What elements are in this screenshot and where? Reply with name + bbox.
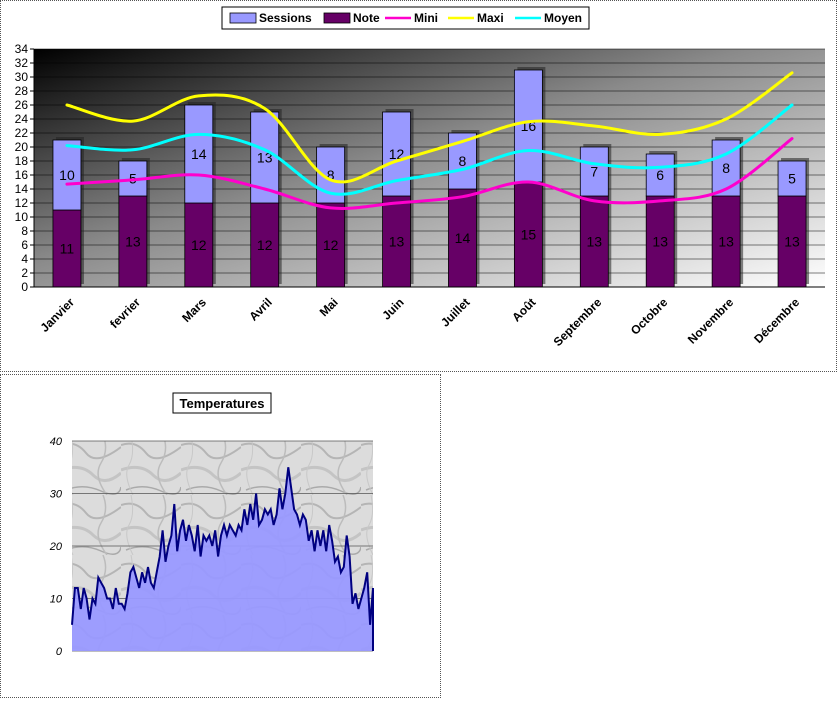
x-tick-label: Mai <box>317 295 341 319</box>
bar-note-label: 12 <box>191 237 207 253</box>
x-tick-label: fevrier <box>107 295 143 331</box>
bar-sessions-label: 14 <box>191 146 207 162</box>
y-tick-label: 30 <box>50 489 63 501</box>
temperature-chart-svg: Temperatures 0 10 20 30 40 <box>49 392 374 658</box>
chart-title-text: Temperatures <box>179 396 264 411</box>
bar-note <box>184 202 214 288</box>
x-tick-label: Novembre <box>685 295 737 347</box>
y-tick-label: 22 <box>15 126 29 140</box>
bar-note <box>513 181 543 288</box>
legend: Sessions Note Mini Maxi Moyen <box>221 6 590 30</box>
bar-note <box>316 202 346 288</box>
y-tick-label: 40 <box>50 436 63 448</box>
bar-sessions-label: 6 <box>656 167 664 183</box>
bar-sessions <box>513 69 543 183</box>
bar-note-label: 13 <box>652 234 668 250</box>
y-tick-label: 4 <box>21 252 28 266</box>
temperature-area <box>72 467 373 651</box>
bar-sessions-label: 5 <box>788 171 796 187</box>
chart-title: Temperatures <box>172 392 272 414</box>
y-tick-label: 28 <box>15 84 29 98</box>
legend-label: Maxi <box>477 11 504 25</box>
bar-sessions <box>645 153 675 197</box>
y-tick-label: 6 <box>21 238 28 252</box>
y-tick-label: 0 <box>21 280 28 294</box>
y-tick-label: 26 <box>15 98 29 112</box>
plot-background <box>34 49 825 287</box>
monthly-chart: 11 10 13 5 12 14 12 13 12 8 13 12 14 8 15 16 13 7 13 6 13 8 13… <box>0 0 837 372</box>
line-mini <box>65 137 794 210</box>
line-maxi <box>65 71 794 184</box>
legend-label: Mini <box>414 11 438 25</box>
bar-note-label: 12 <box>323 237 339 253</box>
y-tick-label: 0 <box>56 646 63 658</box>
bar-sessions-label: 8 <box>327 167 335 183</box>
bar-sessions-label: 8 <box>722 160 730 176</box>
bar-sessions <box>184 104 214 204</box>
legend-label: Note <box>353 11 380 25</box>
x-tick-label: Janvier <box>37 295 77 335</box>
bar-note-label: 12 <box>257 237 273 253</box>
line-moyen <box>65 103 794 196</box>
x-tick-label: Août <box>509 295 538 324</box>
x-tick-label: Mars <box>179 295 209 325</box>
temperature-line <box>71 467 374 625</box>
y-tick-label: 34 <box>15 42 29 56</box>
bar-note <box>645 195 675 288</box>
x-tick-label: Octobre <box>628 295 671 338</box>
y-tick-label: 10 <box>15 210 29 224</box>
bar-sessions-label: 12 <box>389 146 405 162</box>
y-tick-label: 2 <box>21 266 28 280</box>
bar-note-label: 13 <box>718 234 734 250</box>
legend-swatch <box>323 12 351 24</box>
y-tick-label: 14 <box>15 182 29 196</box>
temperature-chart: Temperatures 0 10 20 30 40 <box>0 374 441 698</box>
y-tick-label: 24 <box>15 112 29 126</box>
x-tick-label: Juillet <box>438 295 472 329</box>
y-tick-label: 30 <box>15 70 29 84</box>
y-tick-label: 10 <box>50 594 63 606</box>
bar-note-label: 14 <box>455 230 471 246</box>
y-tick-label: 20 <box>49 541 63 553</box>
legend-label: Sessions <box>259 11 312 25</box>
bar-sessions <box>52 139 82 211</box>
y-tick-label: 16 <box>15 168 29 182</box>
legend-label: Moyen <box>544 11 582 25</box>
y-tick-label: 12 <box>15 196 29 210</box>
bar-note <box>777 195 807 288</box>
bar-note-label: 13 <box>389 234 405 250</box>
bar-note-label: 13 <box>587 234 603 250</box>
bar-sessions-label: 7 <box>590 164 598 180</box>
bar-note-label: 11 <box>60 241 75 257</box>
x-tick-label: Septembre <box>551 295 605 349</box>
y-tick-label: 8 <box>21 224 28 238</box>
bar-sessions-label: 8 <box>459 153 467 169</box>
bar-sessions <box>777 160 807 197</box>
y-tick-label: 20 <box>15 140 29 154</box>
bar-note-label: 15 <box>521 227 537 243</box>
y-tick-label: 18 <box>15 154 29 168</box>
y-tick-label: 32 <box>15 56 29 70</box>
x-tick-label: Décembre <box>751 295 802 346</box>
x-tick-label: Avril <box>246 295 274 323</box>
bar-note-label: 13 <box>784 234 800 250</box>
bar-note <box>579 195 609 288</box>
bar-sessions-label: 10 <box>59 167 75 183</box>
monthly-chart-svg: 1110135121412131281312148151613713613813… <box>15 6 825 349</box>
x-tick-label: Juin <box>379 295 406 322</box>
legend-swatch <box>229 12 257 24</box>
bar-note-label: 13 <box>125 234 141 250</box>
bar-sessions <box>579 146 609 197</box>
chart-title-box <box>172 392 272 414</box>
